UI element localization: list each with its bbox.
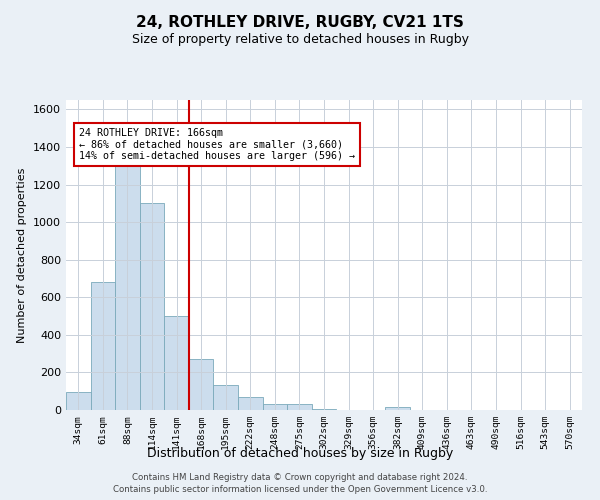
Bar [189, 360, 214, 410]
Bar [164, 316, 189, 410]
Bar [263, 404, 287, 410]
Bar [115, 158, 140, 410]
Bar [140, 204, 164, 410]
Bar [214, 384, 238, 410]
Text: Contains HM Land Registry data © Crown copyright and database right 2024.: Contains HM Land Registry data © Crown c… [132, 474, 468, 482]
Bar [66, 392, 91, 410]
Text: 24, ROTHLEY DRIVE, RUGBY, CV21 1TS: 24, ROTHLEY DRIVE, RUGBY, CV21 1TS [136, 15, 464, 30]
Text: 24 ROTHLEY DRIVE: 166sqm
← 86% of detached houses are smaller (3,660)
14% of sem: 24 ROTHLEY DRIVE: 166sqm ← 86% of detach… [79, 128, 355, 162]
Bar [385, 407, 410, 410]
Text: Contains public sector information licensed under the Open Government Licence v3: Contains public sector information licen… [113, 485, 487, 494]
Bar [312, 409, 336, 410]
Bar [91, 282, 115, 410]
Text: Distribution of detached houses by size in Rugby: Distribution of detached houses by size … [147, 448, 453, 460]
Bar [238, 397, 263, 410]
Y-axis label: Number of detached properties: Number of detached properties [17, 168, 28, 342]
Bar [287, 404, 312, 410]
Text: Size of property relative to detached houses in Rugby: Size of property relative to detached ho… [131, 32, 469, 46]
